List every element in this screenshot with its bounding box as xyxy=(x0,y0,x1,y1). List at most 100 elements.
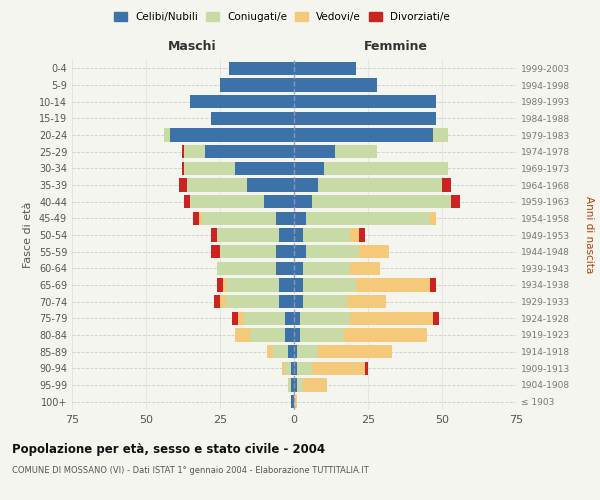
Bar xyxy=(294,312,300,325)
Bar xyxy=(303,295,347,308)
Bar xyxy=(182,145,184,158)
Bar xyxy=(182,162,184,175)
Bar xyxy=(184,195,190,208)
Bar xyxy=(273,345,288,358)
Bar xyxy=(184,162,235,175)
Bar xyxy=(226,295,279,308)
Bar xyxy=(205,145,294,158)
Bar xyxy=(279,228,294,241)
Bar xyxy=(347,295,386,308)
Bar xyxy=(365,362,368,375)
Bar xyxy=(430,212,436,225)
Bar xyxy=(220,78,294,92)
Bar xyxy=(202,212,276,225)
Bar xyxy=(193,212,199,225)
Bar xyxy=(220,245,276,258)
Bar xyxy=(282,362,285,375)
Bar xyxy=(211,112,294,125)
Bar xyxy=(312,362,365,375)
Bar xyxy=(433,312,439,325)
Bar xyxy=(350,312,433,325)
Text: Maschi: Maschi xyxy=(167,40,216,53)
Bar xyxy=(317,345,392,358)
Bar xyxy=(300,312,350,325)
Bar xyxy=(291,378,294,392)
Bar xyxy=(235,328,250,342)
Text: COMUNE DI MOSSANO (VI) - Dati ISTAT 1° gennaio 2004 - Elaborazione TUTTITALIA.IT: COMUNE DI MOSSANO (VI) - Dati ISTAT 1° g… xyxy=(12,466,369,475)
Bar xyxy=(247,178,294,192)
Bar xyxy=(170,128,294,141)
Bar xyxy=(291,362,294,375)
Bar xyxy=(294,278,303,291)
Bar xyxy=(238,312,244,325)
Bar xyxy=(294,62,356,75)
Bar xyxy=(199,212,202,225)
Bar xyxy=(350,228,359,241)
Bar xyxy=(306,245,359,258)
Bar xyxy=(276,212,294,225)
Bar xyxy=(164,128,170,141)
Bar xyxy=(294,262,303,275)
Bar xyxy=(294,212,306,225)
Bar xyxy=(288,378,291,392)
Bar xyxy=(214,295,220,308)
Bar xyxy=(223,278,226,291)
Bar xyxy=(359,228,365,241)
Bar xyxy=(294,78,377,92)
Bar xyxy=(359,245,389,258)
Bar xyxy=(303,278,356,291)
Bar xyxy=(235,162,294,175)
Legend: Celibi/Nubili, Coniugati/e, Vedovi/e, Divorziati/e: Celibi/Nubili, Coniugati/e, Vedovi/e, Di… xyxy=(110,8,454,26)
Bar xyxy=(294,395,297,408)
Bar xyxy=(300,328,344,342)
Bar xyxy=(344,328,427,342)
Bar xyxy=(232,312,238,325)
Bar xyxy=(294,228,303,241)
Text: Femmine: Femmine xyxy=(364,40,428,53)
Bar xyxy=(285,362,291,375)
Bar xyxy=(190,95,294,108)
Bar xyxy=(217,228,279,241)
Bar xyxy=(451,195,460,208)
Bar xyxy=(294,362,297,375)
Bar xyxy=(217,278,223,291)
Bar xyxy=(268,345,273,358)
Bar xyxy=(291,395,294,408)
Bar xyxy=(190,195,265,208)
Bar xyxy=(294,245,306,258)
Y-axis label: Fasce di età: Fasce di età xyxy=(23,202,33,268)
Bar xyxy=(317,178,442,192)
Y-axis label: Anni di nascita: Anni di nascita xyxy=(584,196,594,274)
Bar xyxy=(294,195,312,208)
Bar xyxy=(226,278,279,291)
Text: Popolazione per età, sesso e stato civile - 2004: Popolazione per età, sesso e stato civil… xyxy=(12,442,325,456)
Bar xyxy=(279,295,294,308)
Bar xyxy=(294,295,303,308)
Bar xyxy=(433,128,448,141)
Bar xyxy=(294,95,436,108)
Bar xyxy=(294,112,436,125)
Bar xyxy=(211,245,220,258)
Bar xyxy=(217,262,276,275)
Bar xyxy=(279,278,294,291)
Bar xyxy=(294,128,433,141)
Bar xyxy=(303,228,350,241)
Bar xyxy=(356,278,430,291)
Bar xyxy=(303,262,350,275)
Bar xyxy=(276,262,294,275)
Bar xyxy=(294,145,335,158)
Bar xyxy=(229,62,294,75)
Bar xyxy=(187,178,247,192)
Bar xyxy=(285,328,294,342)
Bar xyxy=(297,362,312,375)
Bar xyxy=(430,278,436,291)
Bar xyxy=(244,312,285,325)
Bar xyxy=(303,378,326,392)
Bar xyxy=(312,195,451,208)
Bar xyxy=(276,245,294,258)
Bar xyxy=(179,178,187,192)
Bar xyxy=(294,328,300,342)
Bar xyxy=(294,378,297,392)
Bar xyxy=(211,228,217,241)
Bar xyxy=(335,145,377,158)
